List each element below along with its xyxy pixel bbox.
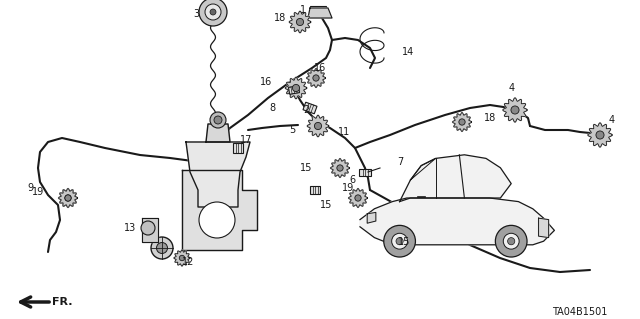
Text: 1: 1 (300, 5, 306, 15)
Bar (310, 6, 326, 14)
Circle shape (396, 238, 403, 245)
Circle shape (337, 165, 343, 171)
Text: 18: 18 (484, 113, 496, 123)
Polygon shape (59, 189, 77, 207)
Polygon shape (360, 198, 554, 245)
Polygon shape (142, 218, 158, 242)
Polygon shape (307, 69, 326, 87)
Circle shape (511, 106, 519, 114)
Polygon shape (285, 77, 307, 99)
Circle shape (508, 238, 515, 245)
Circle shape (495, 225, 527, 257)
Text: 11: 11 (338, 127, 350, 137)
Polygon shape (174, 250, 190, 266)
Text: 13: 13 (124, 223, 136, 233)
Polygon shape (289, 11, 311, 33)
Circle shape (141, 221, 155, 235)
Circle shape (355, 195, 361, 201)
Text: 17: 17 (240, 135, 252, 145)
Text: 14: 14 (402, 47, 414, 57)
Bar (289, 86, 300, 94)
Text: 2: 2 (303, 105, 309, 115)
Polygon shape (182, 170, 257, 250)
Text: 5: 5 (289, 125, 295, 135)
Polygon shape (308, 8, 332, 18)
Circle shape (503, 233, 519, 249)
Polygon shape (349, 189, 367, 207)
Polygon shape (538, 218, 548, 238)
Circle shape (313, 75, 319, 81)
Polygon shape (367, 212, 376, 223)
Polygon shape (422, 220, 442, 240)
Circle shape (596, 131, 604, 139)
Text: 8: 8 (269, 103, 275, 113)
Circle shape (459, 119, 465, 125)
Text: 19: 19 (342, 183, 354, 193)
Text: 6: 6 (349, 175, 355, 185)
Bar (233, 143, 243, 153)
Polygon shape (331, 159, 349, 177)
Circle shape (384, 225, 415, 257)
Circle shape (429, 227, 435, 233)
Circle shape (296, 19, 303, 26)
Polygon shape (588, 123, 612, 147)
Bar (359, 168, 371, 175)
Circle shape (199, 0, 227, 26)
Text: 19: 19 (32, 187, 44, 197)
Text: FR.: FR. (52, 297, 72, 307)
Text: TA04B1501: TA04B1501 (552, 307, 608, 317)
Text: 4: 4 (609, 115, 615, 125)
Text: 9: 9 (27, 183, 33, 193)
Circle shape (157, 242, 168, 254)
Circle shape (210, 112, 226, 128)
Bar (310, 186, 320, 194)
Circle shape (65, 195, 71, 201)
Circle shape (65, 195, 71, 201)
Polygon shape (206, 124, 230, 142)
Text: 16: 16 (314, 63, 326, 73)
Polygon shape (186, 142, 250, 207)
Text: 15: 15 (398, 237, 410, 247)
Circle shape (205, 4, 221, 20)
Circle shape (214, 116, 222, 124)
Circle shape (151, 237, 173, 259)
Polygon shape (399, 155, 511, 202)
Bar (303, 102, 317, 114)
Circle shape (199, 202, 235, 238)
Polygon shape (59, 189, 77, 207)
Polygon shape (307, 115, 329, 137)
Circle shape (210, 9, 216, 15)
Text: 15: 15 (300, 163, 312, 173)
Text: 15: 15 (320, 200, 332, 210)
Text: 3: 3 (193, 9, 199, 19)
Text: 7: 7 (397, 157, 403, 167)
Circle shape (314, 122, 322, 130)
Text: 16: 16 (260, 77, 272, 87)
Text: 12: 12 (182, 257, 194, 267)
Polygon shape (503, 98, 527, 122)
Text: 18: 18 (274, 13, 286, 23)
Circle shape (179, 255, 185, 261)
Text: 4: 4 (509, 83, 515, 93)
Polygon shape (452, 113, 472, 131)
Circle shape (392, 233, 408, 249)
Circle shape (292, 85, 300, 92)
